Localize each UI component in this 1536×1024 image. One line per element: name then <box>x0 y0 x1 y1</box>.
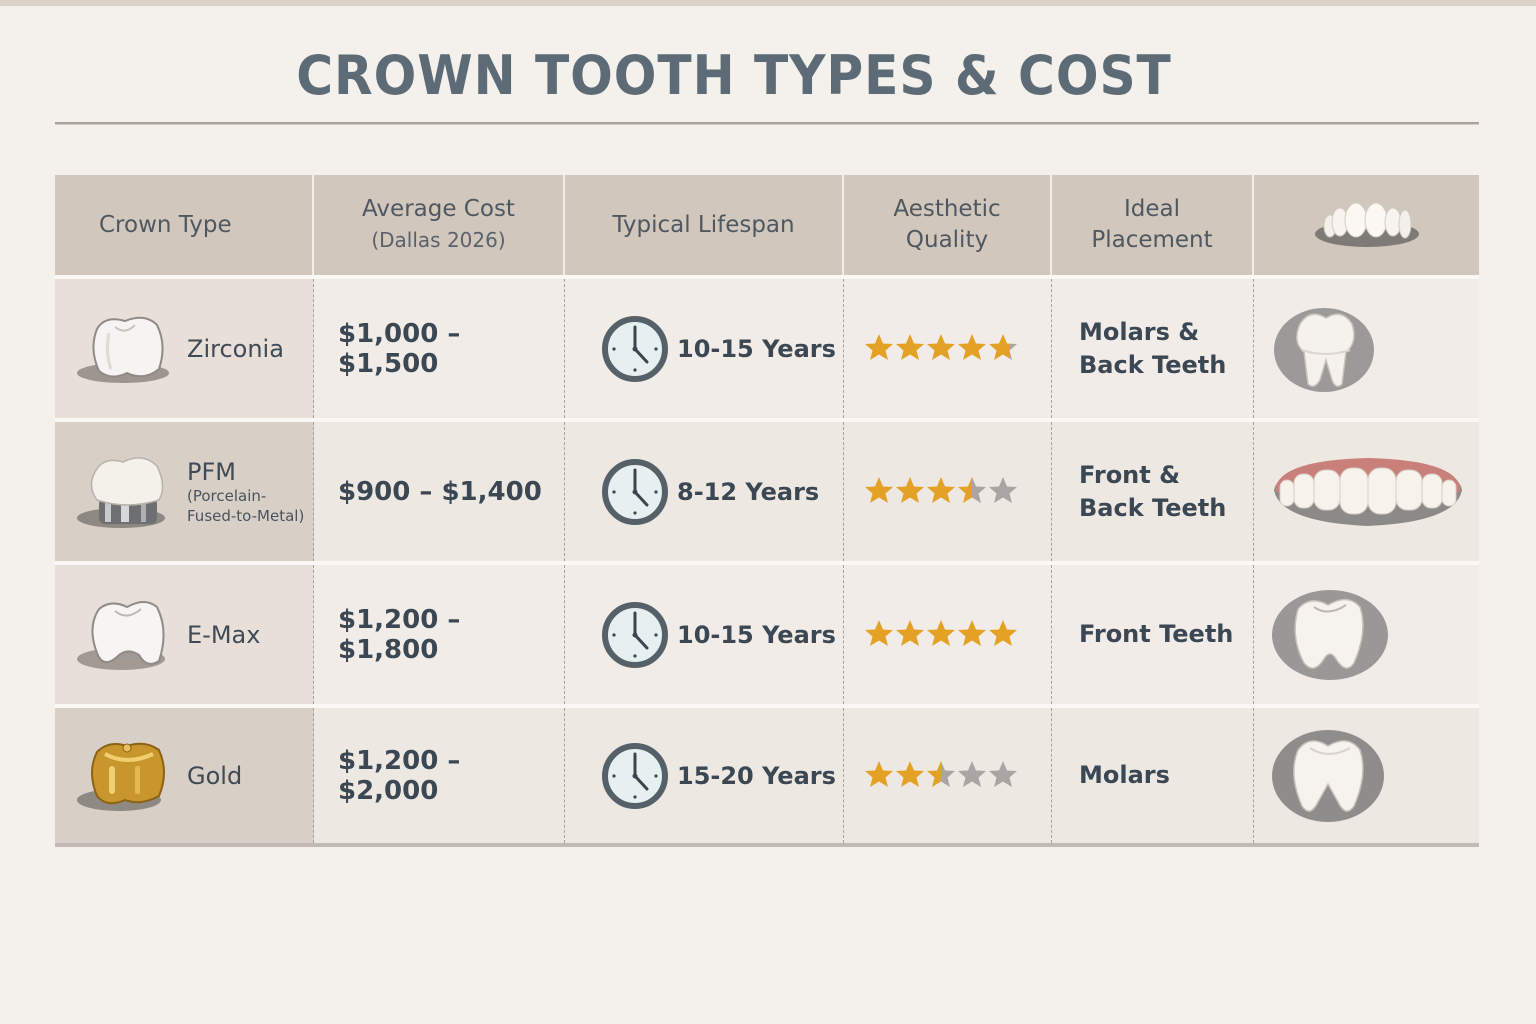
star-half-icon <box>988 333 1018 365</box>
cost-cell: $1,000 – $1,500 <box>314 279 565 418</box>
aesthetic-rating <box>844 422 1052 561</box>
header-label: Crown Type <box>99 211 232 238</box>
placement-cell: Molars & Back Teeth <box>1052 279 1254 418</box>
header-label: Placement <box>1091 227 1213 253</box>
star-filled-icon <box>957 619 987 651</box>
gold-crown-icon <box>77 742 165 811</box>
table-row-zirconia: Zirconia $1,000 – $1,500 10-15 Years Mol… <box>55 275 1479 418</box>
cost-cell: $1,200 – $1,800 <box>314 565 565 704</box>
crown-type-subtitle: Fused-to-Metal) <box>187 506 305 525</box>
placement-text: Front & <box>1079 460 1181 489</box>
star-filled-icon <box>895 476 925 508</box>
header-label: Ideal <box>1123 196 1181 222</box>
clock-icon <box>602 315 668 382</box>
illustration-cell <box>1254 708 1479 843</box>
header-label: Quality <box>905 227 989 253</box>
lifespan-cell: 10-15 Years <box>565 279 844 418</box>
star-filled-icon <box>926 476 956 508</box>
top-strip <box>0 0 1536 6</box>
crown-type-name: Gold <box>187 761 243 790</box>
zirconia-crown-icon <box>77 316 169 383</box>
crown-type-cell: PFM (Porcelain- Fused-to-Metal) <box>55 422 314 561</box>
star-filled-icon <box>864 760 894 792</box>
star-filled-icon <box>895 619 925 651</box>
header-average-cost: Average Cost (Dallas 2026) <box>314 175 565 275</box>
crown-type-cell: Gold <box>55 708 314 843</box>
star-filled-icon <box>864 619 894 651</box>
table-row-emax: E-Max $1,200 – $1,800 10-15 Years Front … <box>55 561 1479 704</box>
star-filled-icon <box>957 333 987 365</box>
header-sublabel: (Dallas 2026) <box>371 228 506 252</box>
clock-icon <box>602 601 668 668</box>
crown-type-cell: Zirconia <box>55 279 314 418</box>
crown-type-name: PFM <box>187 457 236 486</box>
placement-text: Molars <box>1079 761 1170 789</box>
crown-type-name: Zirconia <box>187 334 284 363</box>
star-filled-icon <box>895 760 925 792</box>
page-title: CROWN TOOTH TYPES & COST <box>296 44 1172 107</box>
header-ideal-placement: Ideal Placement <box>1052 175 1254 275</box>
header-aesthetic-quality: Aesthetic Quality <box>844 175 1052 275</box>
star-half-icon <box>957 476 987 508</box>
header-illustration <box>1254 175 1479 275</box>
lifespan-cell: 8-12 Years <box>565 422 844 561</box>
molar-tooth-icon <box>1272 729 1384 822</box>
star-filled-icon <box>895 333 925 365</box>
table-row-pfm: PFM (Porcelain- Fused-to-Metal) $900 – $… <box>55 418 1479 561</box>
crown-type-subtitle: (Porcelain- <box>187 486 267 505</box>
table-row-gold: Gold $1,200 – $2,000 15-20 Years Molars <box>55 704 1479 847</box>
header-label: Average Cost <box>362 196 515 222</box>
teeth-arch-icon <box>1314 202 1419 247</box>
star-empty-icon <box>957 760 987 792</box>
front-tooth-icon <box>1272 589 1388 680</box>
placement-cell: Front Teeth <box>1052 565 1254 704</box>
cost-cell: $1,200 – $2,000 <box>314 708 565 843</box>
aesthetic-rating <box>844 279 1052 418</box>
clock-icon <box>602 742 668 809</box>
cost-cell: $900 – $1,400 <box>314 422 565 561</box>
illustration-cell <box>1254 279 1479 418</box>
star-filled-icon <box>926 333 956 365</box>
star-filled-icon <box>988 619 1018 651</box>
pfm-crown-icon <box>77 456 165 528</box>
illustration-cell <box>1254 565 1479 704</box>
lifespan-cell: 15-20 Years <box>565 708 844 843</box>
lifespan-text: 8-12 Years <box>677 477 820 506</box>
emax-crown-icon <box>77 600 165 670</box>
header-label: Typical Lifespan <box>612 211 795 238</box>
star-empty-icon <box>988 476 1018 508</box>
upper-teeth-gums-icon <box>1274 457 1462 526</box>
star-filled-icon <box>864 476 894 508</box>
header-crown-type: Crown Type <box>55 175 314 275</box>
lifespan-text: 10-15 Years <box>677 620 836 649</box>
aesthetic-rating <box>844 708 1052 843</box>
lifespan-text: 15-20 Years <box>677 761 836 790</box>
lifespan-cell: 10-15 Years <box>565 565 844 704</box>
clock-icon <box>602 458 668 525</box>
star-empty-icon <box>988 760 1018 792</box>
crown-type-name: E-Max <box>187 620 261 649</box>
placement-text: Back Teeth <box>1079 493 1227 522</box>
crown-type-cell: E-Max <box>55 565 314 704</box>
placement-cell: Molars <box>1052 708 1254 843</box>
aesthetic-rating <box>844 565 1052 704</box>
placement-cell: Front & Back Teeth <box>1052 422 1254 561</box>
lifespan-text: 10-15 Years <box>677 334 836 363</box>
table-header-row: Crown Type Average Cost (Dallas 2026) Ty… <box>55 175 1479 275</box>
star-half-icon <box>926 760 956 792</box>
title-divider <box>55 122 1479 125</box>
illustration-cell <box>1254 422 1479 561</box>
placement-text: Front Teeth <box>1079 620 1234 648</box>
placement-text: Molars & <box>1079 317 1200 346</box>
placement-text: Back Teeth <box>1079 350 1227 379</box>
molar-tooth-icon <box>1274 307 1374 392</box>
header-label: Aesthetic <box>893 196 1001 222</box>
header-typical-lifespan: Typical Lifespan <box>565 175 844 275</box>
star-filled-icon <box>864 333 894 365</box>
crown-comparison-table: Crown Type Average Cost (Dallas 2026) Ty… <box>55 175 1479 847</box>
star-filled-icon <box>926 619 956 651</box>
